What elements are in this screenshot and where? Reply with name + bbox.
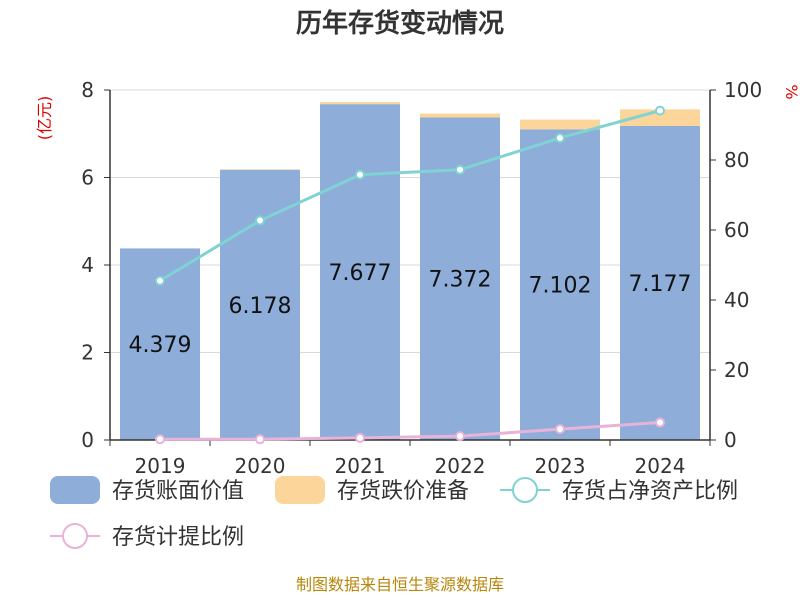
x-tick-label: 2022	[435, 454, 486, 478]
right-tick-label: 20	[724, 358, 749, 382]
left-axis-unit: (亿元)	[35, 96, 54, 141]
bar-impairment-provision	[520, 119, 600, 130]
line-point	[355, 169, 365, 180]
line-point	[255, 215, 265, 226]
legend-marker	[62, 523, 88, 549]
line-point	[555, 132, 565, 143]
bar-impairment-provision	[420, 113, 500, 118]
legend-swatch	[50, 476, 100, 504]
line-point	[555, 424, 565, 435]
line-net-asset-ratio	[159, 109, 661, 283]
line-provision-ratio	[160, 421, 661, 441]
line-point	[655, 417, 665, 428]
bar-value-label: 7.372	[429, 268, 492, 293]
right-axis-unit: %	[782, 84, 800, 99]
right-tick-label: 60	[724, 218, 749, 242]
bar-book-value	[520, 129, 600, 440]
left-tick-label: 6	[81, 166, 94, 190]
bar-book-value	[320, 104, 400, 440]
right-tick-label: 100	[724, 78, 762, 102]
data-label-group: 4.379 6.178 7.677 7.372 7.102 7.177	[129, 261, 692, 358]
bar-value-label: 7.102	[529, 274, 592, 299]
line-point	[355, 432, 365, 443]
legend-label: 存货跌价准备	[337, 479, 469, 504]
bar-group	[120, 101, 700, 440]
left-tick-label: 4	[81, 253, 94, 277]
line-point	[655, 105, 665, 116]
x-tick-label: 2021	[335, 454, 386, 478]
right-tick-label: 80	[724, 148, 749, 172]
line-point	[255, 434, 265, 445]
chart-title: 历年存货变动情况	[296, 8, 504, 39]
line-group	[155, 105, 665, 445]
line-point	[155, 434, 165, 445]
x-tick-label: 2019	[135, 454, 186, 478]
x-tick-label: 2024	[635, 454, 686, 478]
bar-value-label: 7.177	[629, 272, 692, 297]
legend-marker	[512, 477, 538, 503]
bar-value-label: 7.677	[329, 261, 392, 286]
left-tick-label: 0	[81, 428, 94, 452]
line-point	[455, 164, 465, 175]
left-tick-label: 2	[81, 341, 94, 365]
source-note: 制图数据来自恒生聚源数据库	[296, 575, 504, 594]
right-tick-label: 0	[724, 428, 737, 452]
bar-value-label: 4.379	[129, 333, 192, 358]
right-tick-label: 40	[724, 288, 749, 312]
line-point	[455, 431, 465, 442]
bar-book-value	[620, 126, 700, 440]
bar-book-value	[220, 169, 300, 440]
line-point	[155, 275, 165, 286]
bar-impairment-provision	[620, 109, 700, 127]
legend-label: 存货计提比例	[112, 525, 244, 550]
legend-label: 存货账面价值	[112, 479, 244, 504]
bar-value-label: 6.178	[229, 294, 292, 319]
legend-swatch	[275, 476, 325, 504]
legend-label: 存货占净资产比例	[562, 479, 738, 504]
x-tick-label: 2023	[535, 454, 586, 478]
left-tick-label: 8	[81, 78, 94, 102]
bar-impairment-provision	[320, 101, 400, 105]
x-tick-label: 2020	[235, 454, 286, 478]
